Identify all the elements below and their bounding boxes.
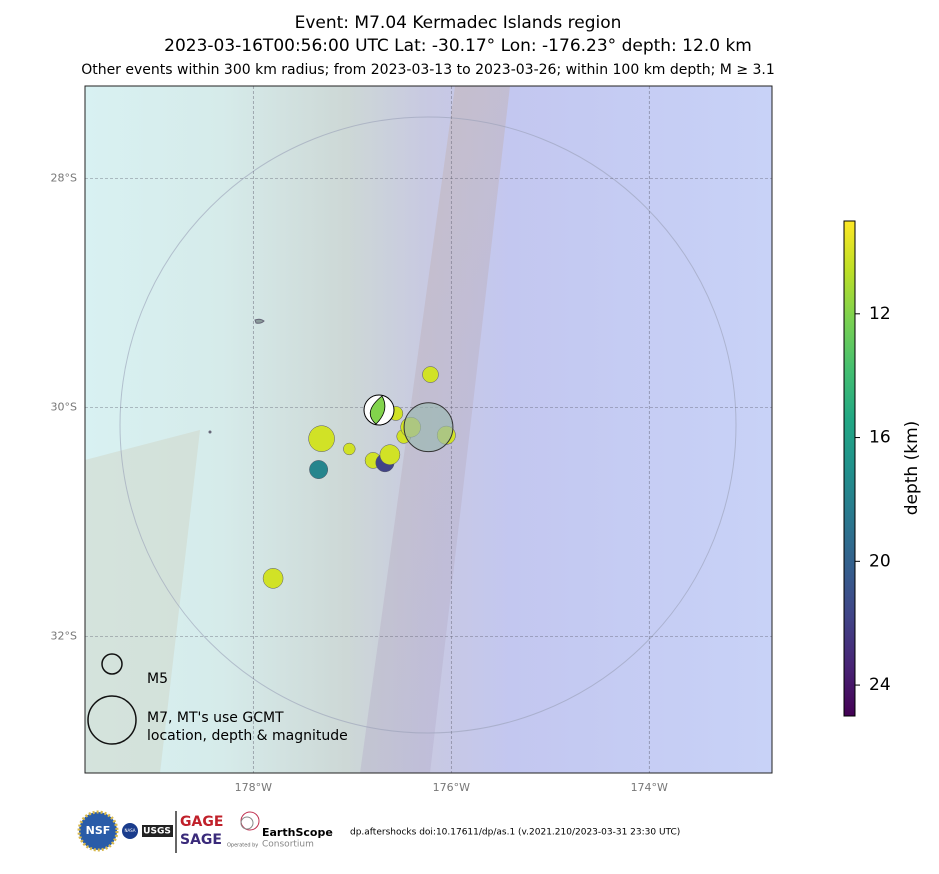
x-tick-label: 178°W: [235, 781, 272, 794]
event: [422, 366, 439, 383]
event: [262, 568, 284, 589]
usgs-text: USGS: [143, 827, 171, 837]
island: [208, 430, 212, 434]
shelf-shade: [85, 430, 200, 773]
event: [379, 444, 401, 465]
legend-label: M5: [147, 671, 168, 687]
nasa-text: NASA: [124, 828, 135, 833]
usgs-logo: [142, 825, 173, 837]
radius-circle: [119, 116, 737, 734]
credit: dp.aftershocks doi:10.17611/dp/as.1 (v.2…: [350, 828, 680, 838]
y-tick-label: 32°S: [51, 630, 77, 643]
moment-tensor-lobe: [369, 395, 386, 425]
colorbar-tick-label: 12: [869, 304, 891, 324]
earthscope-icon: [240, 811, 260, 831]
map-frame: [84, 85, 773, 774]
nasa-logo: [122, 823, 138, 839]
legend: M5 M7, MT's use GCMT location, depth & m…: [87, 653, 348, 745]
earthscope-text: EarthScope: [262, 826, 333, 839]
colorbar-label: depth (km): [902, 421, 922, 516]
event: [308, 425, 335, 452]
colorbar-tick-label: 24: [869, 675, 891, 695]
operated-text: Operated by: [227, 843, 258, 849]
gage-text: GAGE: [180, 814, 223, 830]
y-tick-label: 28°S: [51, 172, 77, 185]
sage-text: SAGE: [180, 832, 222, 848]
colorbar-tick-label: 20: [869, 551, 891, 571]
colorbar-tick-label: 16: [869, 428, 891, 448]
main-event: [403, 402, 454, 453]
consortium-text: Consortium: [262, 840, 314, 850]
x-tick-label: 174°W: [631, 781, 668, 794]
legend-symbol: [87, 695, 137, 745]
nsf-text: NSF: [86, 824, 111, 837]
earthscope-icon: [240, 816, 254, 830]
subtitle: 2023-03-16T00:56:00 UTC Lat: -30.17° Lon…: [164, 36, 752, 56]
title: Event: M7.04 Kermadec Islands region: [295, 13, 622, 33]
description: Other events within 300 km radius; from …: [81, 62, 775, 78]
legend-label: location, depth & magnitude: [147, 728, 348, 744]
event: [343, 442, 356, 456]
island: [254, 318, 265, 324]
event: [309, 460, 329, 479]
colorbar: depth (km) 12 16 20 24: [843, 220, 922, 717]
x-tick-label: 176°W: [433, 781, 470, 794]
y-tick-label: 30°S: [51, 401, 77, 414]
grid: 178°W 176°W 174°W 28°S 30°S 32°S: [51, 86, 772, 794]
events: [262, 366, 456, 589]
legend-symbol: [101, 653, 123, 675]
legend-label: M7, MT's use GCMT: [147, 710, 284, 726]
nsf-logo: [77, 810, 119, 852]
footer-logos: NSF NASA USGS GAGE SAGE EarthScope Conso…: [77, 810, 680, 853]
colorbar-gradient: [843, 220, 856, 717]
